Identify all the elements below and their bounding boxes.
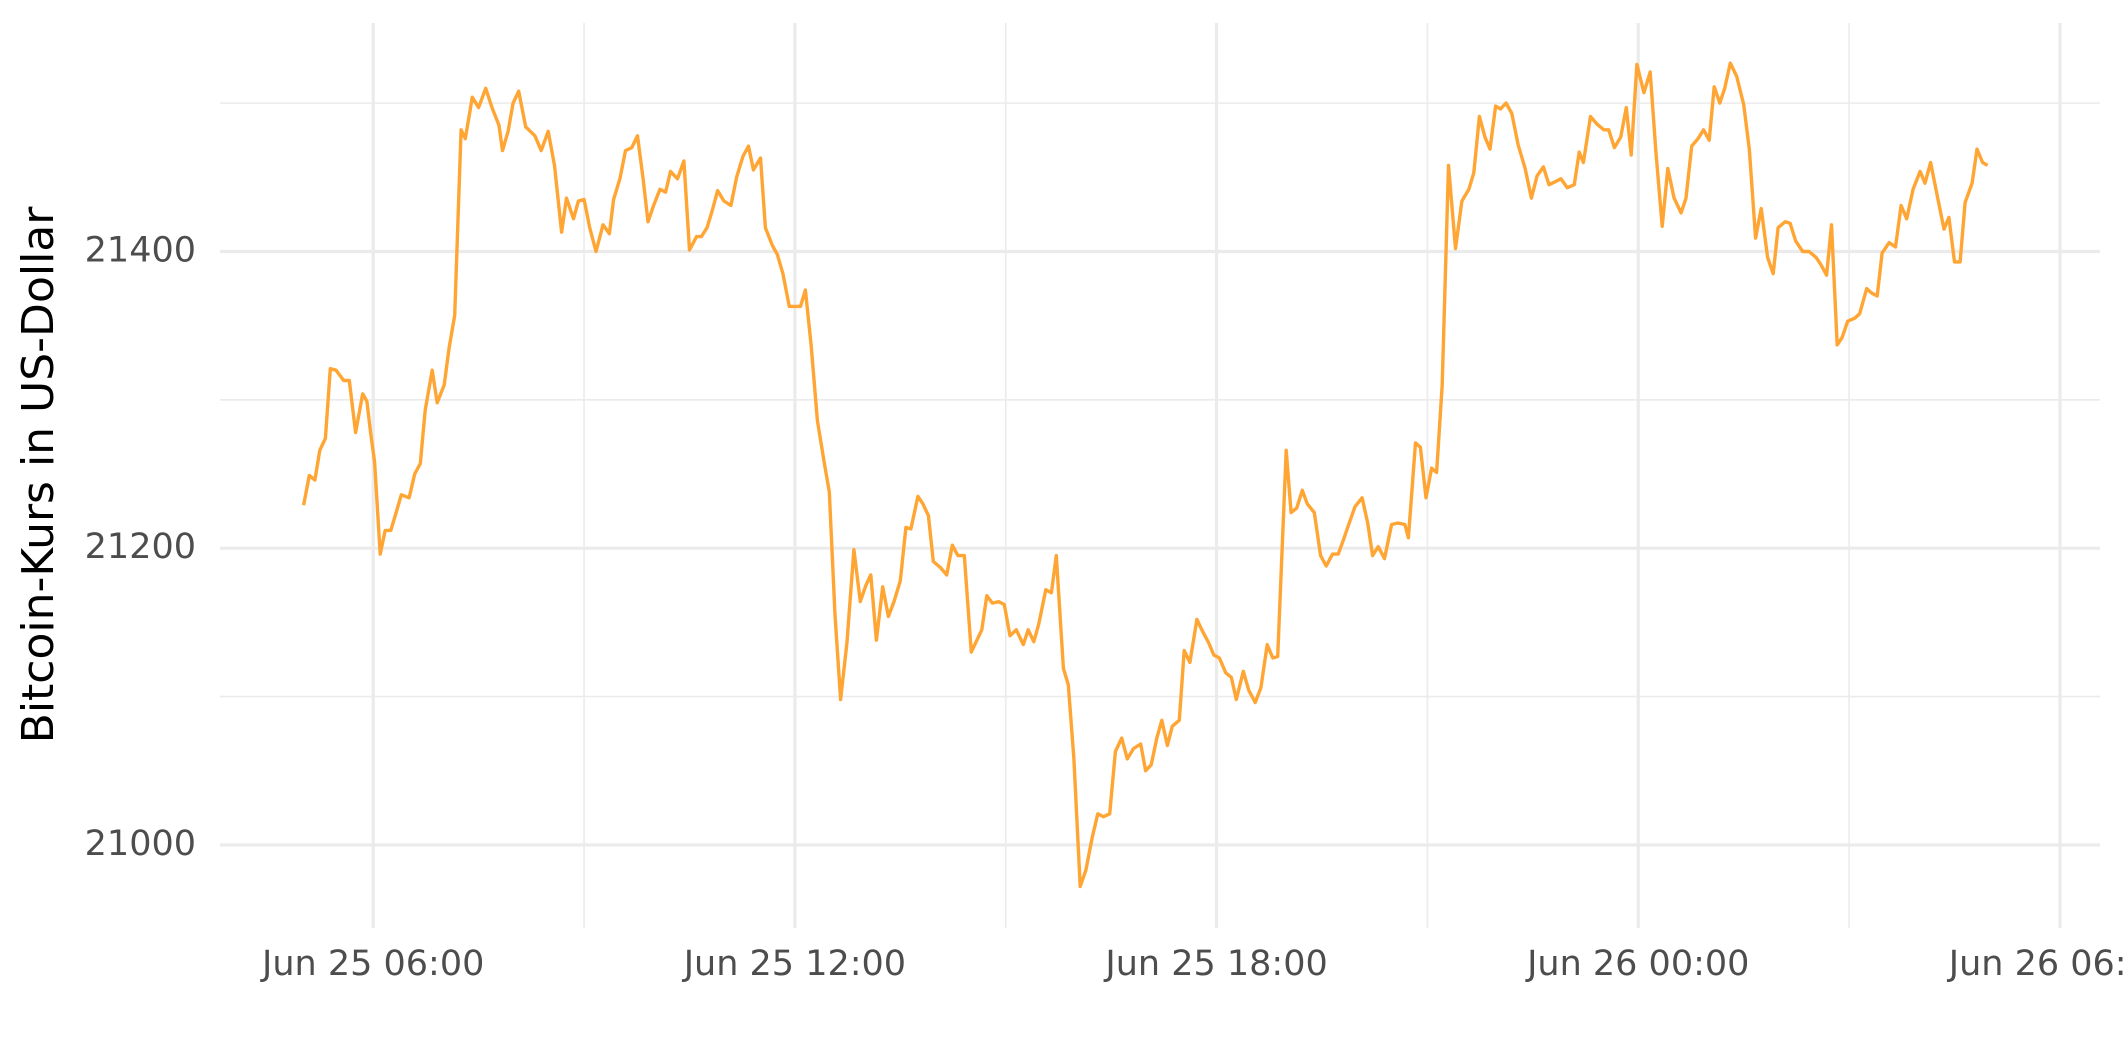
x-tick-label: Jun 25 18:00 (1103, 944, 1327, 984)
x-tick-label: Jun 25 12:00 (682, 944, 906, 984)
x-tick-label: Jun 25 06:00 (260, 944, 484, 984)
y-tick-label: 21200 (85, 527, 196, 567)
y-tick-label: 21000 (85, 824, 196, 864)
x-tick-label: Jun 26 00:00 (1525, 944, 1749, 984)
y-axis-title: Bitcoin-Kurs in US-Dollar (13, 206, 64, 744)
y-tick-label: 21400 (85, 230, 196, 270)
x-tick-label: Jun 26 06:00 (1947, 944, 2125, 984)
price-line (301, 61, 1989, 889)
